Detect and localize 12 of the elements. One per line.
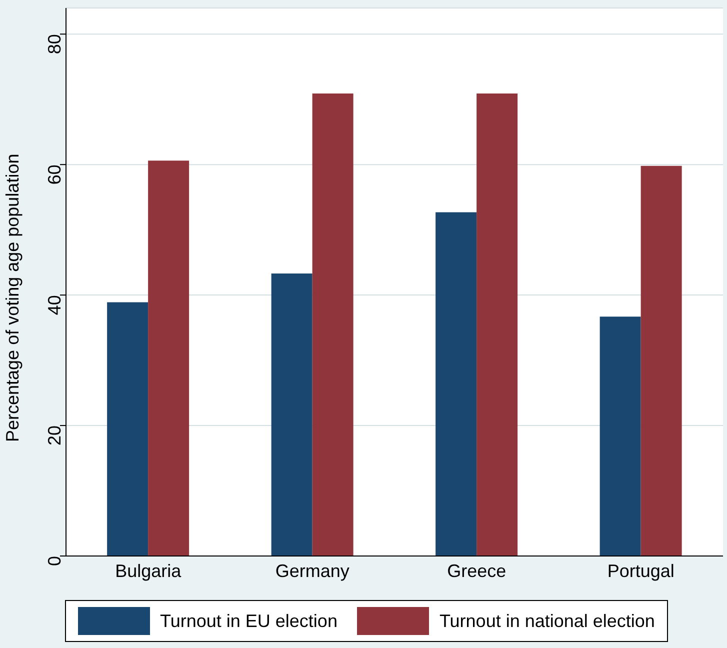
- y-tick-label: 40: [44, 295, 64, 316]
- legend-label: Turnout in national election: [439, 610, 655, 632]
- y-tick-label: 0: [44, 556, 64, 566]
- x-tick-label: Germany: [275, 560, 350, 581]
- x-tick-label: Portugal: [607, 560, 674, 581]
- y-axis-title: Percentage of voting age population: [2, 154, 22, 442]
- legend-label: Turnout in EU election: [160, 610, 338, 632]
- y-tick-label: 80: [44, 34, 64, 54]
- x-tick-label: Bulgaria: [115, 560, 182, 581]
- y-tick-label: 60: [44, 164, 64, 185]
- y-tick-label: 20: [44, 426, 64, 446]
- x-tick-label: Greece: [447, 560, 506, 581]
